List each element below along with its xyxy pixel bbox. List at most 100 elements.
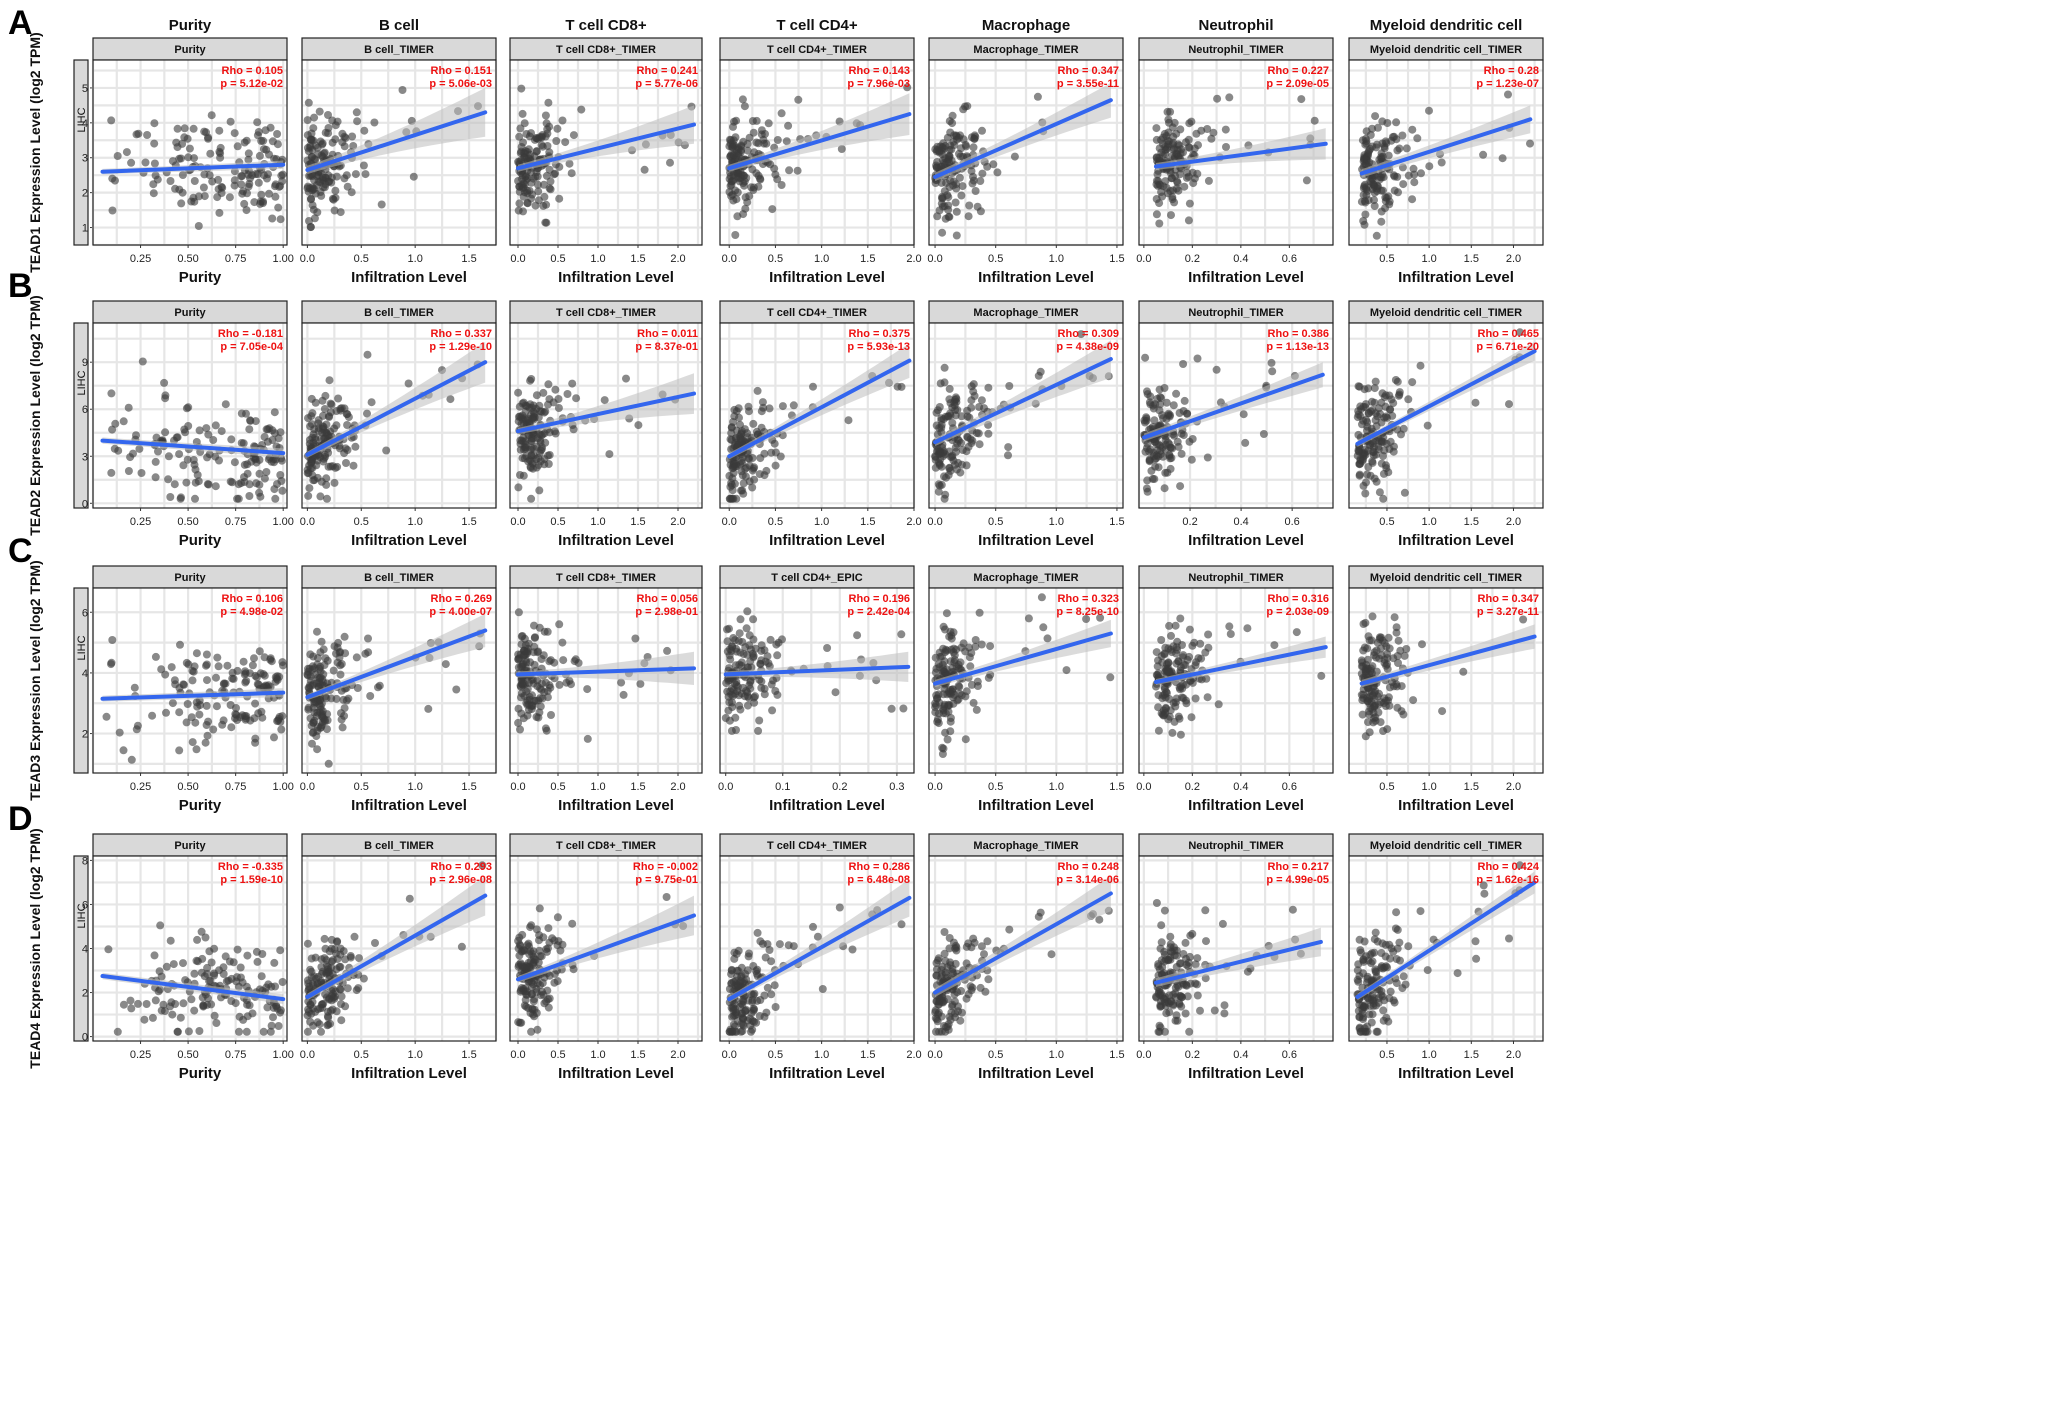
data-point <box>743 663 752 672</box>
data-point <box>1160 969 1169 978</box>
data-point <box>572 394 581 403</box>
data-point <box>934 487 943 496</box>
x-tick-label: 2.0 <box>906 253 921 265</box>
data-point <box>273 480 281 489</box>
data-point <box>1159 706 1168 715</box>
data-point <box>733 687 742 696</box>
data-point <box>307 458 316 467</box>
x-tick-label: 1.5 <box>860 1049 875 1061</box>
data-point <box>259 145 268 154</box>
data-point <box>955 173 964 182</box>
data-point <box>1369 999 1378 1008</box>
data-point <box>1141 353 1150 362</box>
data-point <box>277 725 286 734</box>
data-point <box>303 156 312 165</box>
data-point <box>1410 178 1419 187</box>
data-point <box>263 425 272 434</box>
data-point <box>933 694 942 703</box>
x-tick-label: 2.0 <box>1506 1049 1521 1061</box>
data-point <box>1157 188 1166 196</box>
data-point <box>324 462 333 471</box>
data-point <box>1393 146 1402 155</box>
data-point <box>542 171 551 180</box>
data-point <box>931 653 940 662</box>
data-point <box>155 967 164 976</box>
data-point <box>735 660 744 669</box>
data-point <box>192 745 201 754</box>
x-axis-label: Infiltration Level <box>1188 532 1304 549</box>
data-point <box>959 135 968 144</box>
data-point <box>170 676 179 685</box>
data-point <box>1157 148 1166 157</box>
data-point <box>1386 987 1395 996</box>
data-points <box>1152 614 1326 739</box>
data-point <box>212 702 221 711</box>
data-point <box>340 632 349 641</box>
x-tick-label: 0.50 <box>177 253 198 265</box>
data-point <box>1166 107 1175 116</box>
x-tick-label: 0.5 <box>550 253 565 265</box>
x-axis-label: Infiltration Level <box>558 1065 674 1082</box>
x-axis-label: Infiltration Level <box>558 269 674 286</box>
strip-label: Neutrophil_TIMER <box>1188 307 1283 319</box>
data-point <box>1370 648 1379 657</box>
confidence-band <box>307 87 486 175</box>
data-point <box>758 398 767 407</box>
tumor-label: LIHC <box>76 903 88 928</box>
data-point <box>1354 960 1363 969</box>
data-point <box>535 708 544 717</box>
data-point <box>529 407 538 416</box>
data-point <box>333 937 342 946</box>
data-point <box>1498 154 1507 163</box>
p-value-label: p = 2.96e-08 <box>429 874 492 886</box>
x-tick-label: 1.5 <box>860 253 875 265</box>
data-point <box>317 963 326 971</box>
data-point <box>949 456 958 465</box>
data-point <box>534 180 542 189</box>
data-point <box>1160 384 1169 392</box>
data-point <box>534 196 543 205</box>
data-point <box>1392 908 1401 917</box>
data-point <box>514 483 523 492</box>
data-point <box>1154 1027 1163 1036</box>
data-point <box>1384 1017 1393 1026</box>
data-point <box>261 126 270 135</box>
data-point <box>533 1025 542 1034</box>
data-point <box>185 144 194 153</box>
data-point <box>1408 125 1417 134</box>
data-point <box>1157 394 1166 403</box>
data-point <box>1361 732 1370 741</box>
data-point <box>751 644 760 653</box>
data-point <box>1402 645 1411 653</box>
x-tick-label: 1.5 <box>1109 516 1124 528</box>
data-point <box>1004 451 1012 460</box>
strip-label: T cell CD4+_TIMER <box>767 307 867 319</box>
data-point <box>1390 442 1398 451</box>
data-point <box>323 494 331 503</box>
data-point <box>359 974 368 983</box>
data-point <box>949 648 958 657</box>
data-point <box>526 437 535 446</box>
data-point <box>1010 152 1019 161</box>
x-tick-label: 0.0 <box>1136 1049 1151 1061</box>
data-point <box>739 479 748 488</box>
data-point <box>204 430 213 439</box>
data-point <box>727 150 736 159</box>
data-point <box>162 962 171 971</box>
data-point <box>521 680 530 689</box>
data-point <box>178 171 187 179</box>
fit-line <box>100 690 286 701</box>
data-point <box>1203 693 1212 702</box>
data-point <box>735 701 744 710</box>
data-point <box>1043 634 1052 643</box>
data-point <box>313 208 322 217</box>
data-point <box>1270 641 1279 650</box>
data-point <box>1417 169 1425 178</box>
data-point <box>1365 694 1374 703</box>
data-point <box>119 746 128 755</box>
data-point <box>203 480 212 489</box>
data-point <box>127 1004 136 1013</box>
data-point <box>527 375 536 383</box>
data-point <box>1288 905 1297 914</box>
data-point <box>243 1012 252 1021</box>
